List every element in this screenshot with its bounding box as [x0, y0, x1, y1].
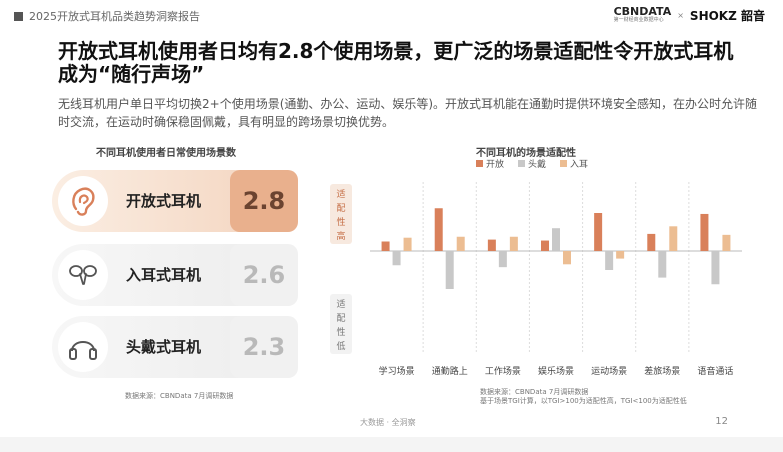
bottom-band	[0, 437, 783, 452]
bar	[445, 251, 454, 289]
axis-high-label-char: 高	[336, 230, 345, 242]
bar	[434, 208, 443, 251]
cbndata-logo-text: CBNDATA	[613, 5, 672, 18]
bar	[456, 236, 465, 251]
bar	[647, 233, 656, 251]
row-label: 开放式耳机	[126, 192, 202, 210]
header-square-icon	[14, 11, 23, 21]
bar	[711, 251, 720, 285]
x-tick-label: 差旅场景	[644, 365, 680, 377]
bar	[487, 239, 496, 251]
bar	[541, 240, 549, 251]
bar	[658, 251, 667, 278]
report-header: 2025开放式耳机品类趋势洞察报告	[14, 8, 200, 24]
shokz-logo: SHOKZ 韶音	[689, 8, 765, 23]
axis-high-label-char: 性	[336, 216, 345, 228]
x-tick-label: 工作场景	[485, 365, 521, 377]
ear-icon	[58, 176, 108, 226]
bar	[509, 236, 518, 251]
right-panel-subtitle: 不同耳机的场景适配性	[476, 148, 576, 159]
legend-label: 头戴	[528, 158, 546, 170]
x-tick-label: 通勤路上	[432, 365, 468, 377]
cbndata-logo: CBNDATA 第一财经商业数据中心	[614, 6, 672, 24]
axis-low-label-char: 低	[336, 340, 345, 352]
page-number: 12	[715, 416, 728, 427]
axis-low-label-char: 配	[336, 313, 345, 324]
bar	[605, 251, 614, 270]
bar	[381, 241, 390, 251]
page-title: 开放式耳机使用者日均有2.8个使用场景，更广泛的场景适配性令开放式耳机成为“随行…	[58, 39, 734, 86]
legend-label: 开放	[486, 158, 504, 170]
legend-label: 入耳	[570, 159, 588, 170]
axis-high-badge	[330, 184, 352, 244]
scene-count-row-open: 开放式耳机 2.8	[52, 170, 298, 232]
bar	[594, 213, 603, 251]
bar	[700, 213, 709, 251]
report-title: 2025开放式耳机品类趋势洞察报告	[29, 10, 200, 23]
bar	[722, 234, 731, 251]
x-tick-label: 学习场景	[379, 365, 415, 377]
right-source-note: 数据来源：CBNData 7月调研数据 基于场景TGI计算，以TGI>100为适…	[480, 388, 687, 406]
x-tick-label: 娱乐场景	[538, 365, 574, 377]
bar	[552, 228, 560, 251]
bar	[403, 237, 412, 251]
x-tick-label: 运动场景	[591, 366, 627, 377]
scene-count-row-headphones: 头戴式耳机 2.3	[52, 316, 298, 378]
row-value: 2.3	[230, 316, 298, 378]
row-value: 2.8	[230, 170, 298, 232]
bar	[498, 251, 507, 268]
legend-swatch	[560, 160, 567, 167]
bar	[669, 226, 678, 251]
axis-high-label-char: 适	[336, 189, 345, 200]
page-description: 无线耳机用户单日平均切换2+个使用场景(通勤、办公、运动、娱乐等)。开放式耳机能…	[58, 97, 758, 129]
scene-count-row-in-ear: 入耳式耳机 2.6	[52, 244, 298, 306]
x-tick-label: 语音通话	[697, 365, 733, 377]
brand-separator: ×	[677, 10, 684, 20]
axis-low-label-char: 适	[336, 299, 345, 310]
cbndata-logo-subtext: 第一财经商业数据中心	[613, 17, 664, 23]
row-label: 入耳式耳机	[126, 266, 202, 284]
right-source-line1: 数据来源：CBNData 7月调研数据	[480, 388, 589, 396]
row-label: 头戴式耳机	[126, 338, 202, 356]
right-source-line2: 基于场景TGI计算，以TGI>100为适配性高，TGI<100为适配性低	[480, 397, 687, 405]
brand-logos: CBNDATA 第一财经商业数据中心 × SHOKZ 韶音	[614, 6, 765, 24]
left-panel-subtitle: 不同耳机使用者日常使用场景数	[96, 148, 236, 159]
headphones-icon	[58, 322, 108, 372]
left-source-note: 数据来源：CBNData 7月调研数据	[125, 392, 234, 400]
earbuds-icon	[58, 250, 108, 300]
legend-swatch	[476, 160, 483, 167]
legend-swatch	[518, 160, 525, 167]
bar	[563, 251, 571, 265]
footer-slogan: 大数据 · 全洞察	[360, 418, 416, 427]
axis-low-badge	[330, 294, 352, 354]
axis-low-label-char: 性	[336, 326, 345, 338]
row-value: 2.6	[230, 244, 298, 306]
bar	[392, 251, 401, 266]
bar	[616, 251, 625, 259]
axis-high-label-char: 配	[336, 203, 345, 214]
